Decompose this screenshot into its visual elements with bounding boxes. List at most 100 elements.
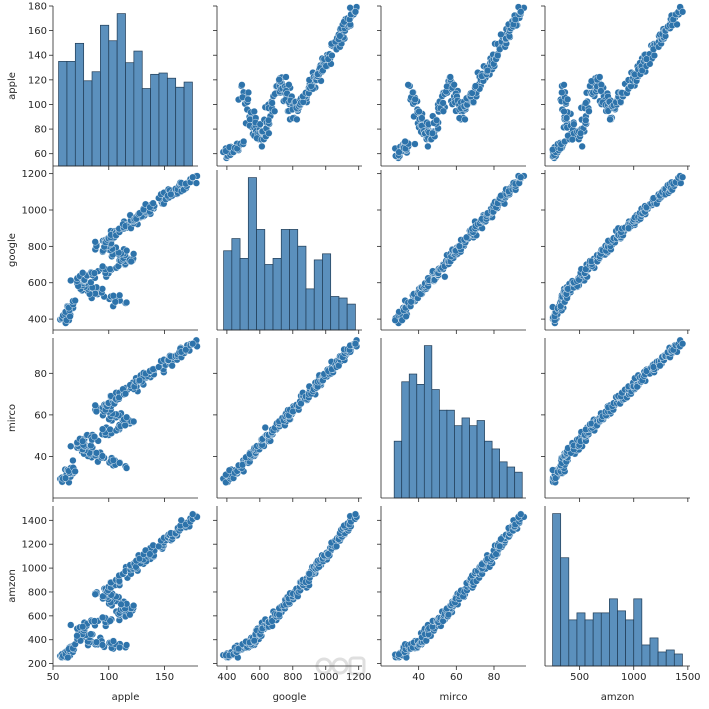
panel-google-apple: 400 600 800 1000 1200 <box>22 169 201 334</box>
scatter-point <box>351 510 360 518</box>
y-tick-label: 800 <box>28 242 47 253</box>
scatter-point <box>265 129 273 137</box>
hist-bar <box>175 86 185 167</box>
panel-apple-apple: 60 80 100 120 140 160 180 <box>28 2 198 170</box>
scatter-point <box>99 425 107 433</box>
y-tick-label: 160 <box>28 26 47 37</box>
hist-bar <box>491 448 500 499</box>
scatter-point <box>563 95 572 103</box>
hist-bar <box>256 229 266 331</box>
hist-bar <box>247 177 257 331</box>
scatter-point <box>130 417 138 426</box>
hist-bar <box>633 598 643 667</box>
scatter-point <box>678 173 687 181</box>
scatter-point <box>98 452 107 460</box>
y-tick-label: 1000 <box>22 564 47 575</box>
x-tick-label: 800 <box>283 672 302 683</box>
scatter-point <box>98 285 107 293</box>
scatter-point <box>596 73 604 81</box>
scatter-point <box>511 15 519 24</box>
hist-bar <box>100 24 110 167</box>
scatter-point <box>244 95 252 103</box>
scatter-point <box>642 55 651 63</box>
scatter-point <box>446 73 454 81</box>
scatter-point <box>79 269 87 277</box>
scatter-point <box>106 617 114 625</box>
panel-google-mirco <box>377 170 528 334</box>
scatter-point <box>250 637 258 645</box>
hist-bar <box>116 13 126 167</box>
scatter-point <box>650 51 658 60</box>
scatter-point <box>116 643 124 652</box>
scatter-point <box>87 630 95 638</box>
scatter-point <box>182 346 190 354</box>
scatter-point <box>582 99 590 107</box>
scatter-point <box>91 238 99 246</box>
scatter-point <box>439 99 447 107</box>
scatter-point <box>351 340 360 348</box>
scatter-point <box>192 179 201 187</box>
hist-bar <box>649 637 659 667</box>
y-tick-label: 80 <box>34 125 47 136</box>
scatter-point <box>402 312 410 320</box>
scatter-point <box>560 81 568 89</box>
hist-bar <box>416 384 425 499</box>
scatter-point <box>79 437 87 445</box>
scatter-point <box>418 114 426 122</box>
y-axis-label: apple <box>7 72 18 100</box>
x-tick-label: 500 <box>570 672 589 683</box>
scatter-point <box>146 550 154 558</box>
scatter-point <box>71 296 79 305</box>
scatter-point <box>189 510 197 518</box>
scatter-point <box>678 8 687 16</box>
x-tick-label: 80 <box>488 672 501 683</box>
scatter-point <box>673 20 681 29</box>
hist-bar <box>514 471 523 499</box>
x-axis-label: google <box>273 692 307 703</box>
hist-bar <box>280 229 290 331</box>
scatter-point <box>624 224 633 232</box>
y-tick-label: 1400 <box>22 516 47 527</box>
hist-bar <box>272 258 282 331</box>
panel-google-google <box>216 170 362 334</box>
hist-bar <box>346 303 356 331</box>
scatter-point <box>305 570 313 578</box>
scatter-point <box>149 199 157 207</box>
scatter-point <box>116 459 124 467</box>
scatter-point <box>106 265 114 273</box>
hist-bar <box>584 619 594 667</box>
panel-mirco-apple: 40 60 80 <box>34 336 201 502</box>
scatter-point <box>67 442 75 450</box>
scatter-point <box>99 613 107 622</box>
scatter-point <box>258 142 266 151</box>
hist-bar <box>66 61 76 167</box>
hist-bar <box>322 253 332 331</box>
hist-bar <box>423 345 433 499</box>
y-tick-label: 60 <box>34 149 47 160</box>
x-tick-label: 40 <box>412 672 425 683</box>
scatter-point <box>135 376 144 384</box>
scatter-point <box>411 140 419 148</box>
scatter-point <box>122 464 131 472</box>
y-tick-label: 1200 <box>22 169 47 180</box>
hist-bar <box>576 612 586 667</box>
scatter-point <box>250 107 258 116</box>
scatter-point <box>177 516 185 524</box>
hist-bar <box>166 77 177 167</box>
scatter-point <box>424 142 432 151</box>
scatter-point <box>87 278 95 286</box>
scatter-point <box>167 190 175 198</box>
panel-amzon-google: 400 600 800 1000 1200 <box>213 506 371 683</box>
scatter-point <box>568 135 576 144</box>
scatter-point <box>415 107 423 116</box>
scatter-point <box>411 95 419 103</box>
hist-bar <box>239 258 249 331</box>
y-tick-label: 400 <box>28 315 47 326</box>
hist-bar <box>158 72 168 167</box>
panel-mirco-amzon <box>541 336 690 502</box>
scatter-point <box>109 456 117 464</box>
scatter-point <box>123 247 131 255</box>
scatter-point <box>678 340 687 348</box>
scatter-point <box>494 51 502 60</box>
scatter-point <box>282 73 290 81</box>
